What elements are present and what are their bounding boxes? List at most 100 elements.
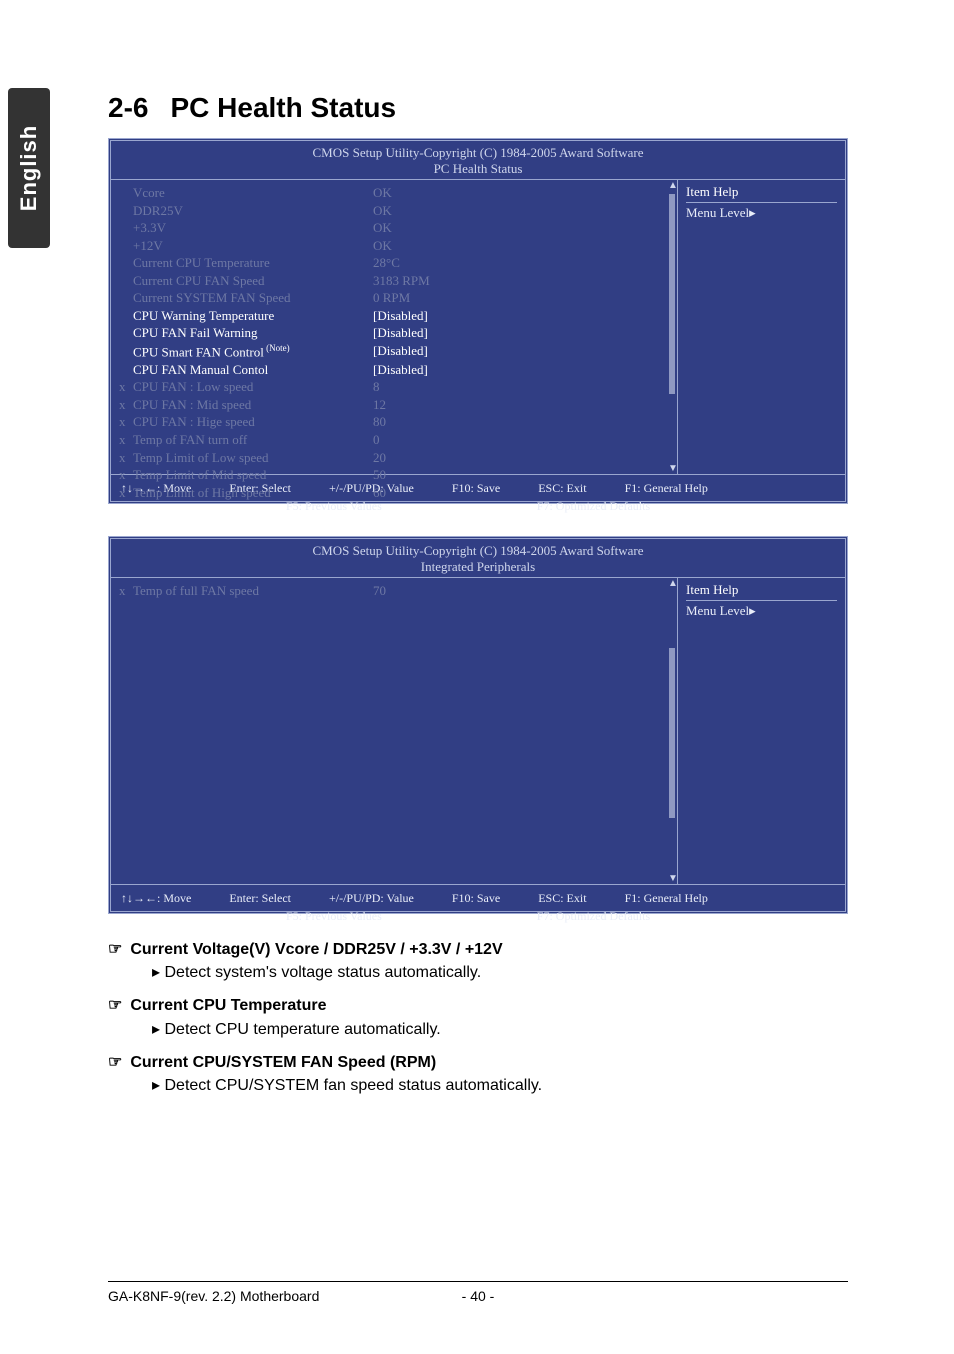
row-value: 70 (373, 582, 386, 600)
row-prefix: x (119, 484, 133, 502)
help-title: Item Help (686, 184, 837, 203)
row-prefix (119, 361, 133, 379)
row-label: CPU FAN Manual Contol (133, 361, 373, 379)
bios-row[interactable]: CPU Warning Temperature[Disabled] (119, 307, 669, 325)
row-value: 3183 RPM (373, 272, 430, 290)
row-label: +12V (133, 237, 373, 255)
bios-main-area-2: xTemp of full FAN speed70 ▲ ▼ (111, 578, 677, 884)
bios-row: DDR25VOK (119, 202, 669, 220)
bios-row: Current SYSTEM FAN Speed0 RPM (119, 289, 669, 307)
description-block: ☞ Current Voltage(V) Vcore / DDR25V / +3.… (108, 938, 848, 1107)
pointer-icon: ☞ (108, 1054, 122, 1071)
row-prefix (119, 237, 133, 255)
scroll-up-icon-2[interactable]: ▲ (668, 578, 678, 589)
bios-header-2: CMOS Setup Utility-Copyright (C) 1984-20… (111, 539, 845, 577)
bios-header-page2: Integrated Peripherals (111, 559, 845, 575)
bios-footer-2: ↑↓→←: Move Enter: Select +/-/PU/PD: Valu… (111, 885, 845, 931)
bios-row: VcoreOK (119, 184, 669, 202)
scroll-down-icon[interactable]: ▼ (668, 463, 678, 474)
footer-help-2: F1: General Help (625, 889, 708, 907)
footer-model: GA-K8NF-9(rev. 2.2) Motherboard (108, 1288, 438, 1304)
bios-row: +12VOK (119, 237, 669, 255)
row-prefix (119, 342, 133, 361)
bios-row: xTemp Limit of Mid speed50 (119, 466, 669, 484)
bios-main-area: VcoreOKDDR25VOK+3.3VOK+12VOKCurrent CPU … (111, 180, 677, 474)
row-prefix: x (119, 413, 133, 431)
footer-move-2: ↑↓→←: Move (121, 889, 191, 907)
row-label: +3.3V (133, 219, 373, 237)
bios-row[interactable]: CPU FAN Fail Warning[Disabled] (119, 324, 669, 342)
bios-help-panel-2: Item Help Menu Level▸ (677, 578, 845, 884)
row-label: CPU Smart FAN Control (Note) (133, 342, 373, 361)
page-footer: GA-K8NF-9(rev. 2.2) Motherboard - 40 - (108, 1281, 848, 1304)
footer-save-2: F10: Save (452, 889, 500, 907)
row-prefix (119, 202, 133, 220)
footer-prev-2: F5: Previous Values (286, 907, 382, 925)
row-value: 12 (373, 396, 386, 414)
menu-level: Menu Level▸ (686, 205, 837, 221)
bios-row[interactable]: CPU Smart FAN Control (Note)[Disabled] (119, 342, 669, 361)
language-tab: English (8, 88, 50, 248)
row-label: CPU FAN Fail Warning (133, 324, 373, 342)
desc-text: Detect CPU/SYSTEM fan speed status autom… (164, 1077, 542, 1094)
row-value: 28°C (373, 254, 400, 272)
section-title: 2-6PC Health Status (108, 92, 396, 124)
row-prefix: x (119, 466, 133, 484)
desc-heading: ☞Current Voltage(V) Vcore / DDR25V / +3.… (108, 938, 848, 961)
row-label: Temp of FAN turn off (133, 431, 373, 449)
row-prefix: x (119, 582, 133, 600)
scroll-thumb[interactable] (669, 194, 675, 394)
row-label: Temp Limit of Mid speed (133, 466, 373, 484)
row-prefix (119, 307, 133, 325)
row-label: Current CPU Temperature (133, 254, 373, 272)
menu-level-2: Menu Level▸ (686, 603, 837, 619)
section-name: PC Health Status (170, 92, 396, 123)
row-value: 0 RPM (373, 289, 410, 307)
scroll-thumb-2[interactable] (669, 648, 675, 818)
arrow-icon: ▸ (152, 964, 164, 981)
bios-row: xTemp Limit of High speed60 (119, 484, 669, 502)
bios-panel-peripherals: CMOS Setup Utility-Copyright (C) 1984-20… (108, 536, 848, 914)
row-label: Current SYSTEM FAN Speed (133, 289, 373, 307)
row-label: Temp Limit of Low speed (133, 449, 373, 467)
bios-row: xCPU FAN : Hige speed80 (119, 413, 669, 431)
bios-header: CMOS Setup Utility-Copyright (C) 1984-20… (111, 141, 845, 179)
desc-title: Current Voltage(V) Vcore / DDR25V / +3.3… (130, 941, 502, 958)
row-label: Current CPU FAN Speed (133, 272, 373, 290)
row-prefix: x (119, 396, 133, 414)
row-prefix: x (119, 378, 133, 396)
row-prefix: x (119, 431, 133, 449)
desc-text: Detect system's voltage status automatic… (164, 964, 481, 981)
row-prefix: x (119, 449, 133, 467)
row-label: Temp of full FAN speed (133, 582, 373, 600)
bios-row: xCPU FAN : Low speed8 (119, 378, 669, 396)
desc-item: ☞Current Voltage(V) Vcore / DDR25V / +3.… (108, 938, 848, 984)
row-value: OK (373, 202, 392, 220)
desc-body: ▸ Detect CPU/SYSTEM fan speed status aut… (152, 1074, 848, 1097)
row-value: [Disabled] (373, 307, 428, 325)
row-value: 60 (373, 484, 386, 502)
bios-header-page1: PC Health Status (111, 161, 845, 177)
row-prefix (119, 289, 133, 307)
scroll-up-icon[interactable]: ▲ (668, 180, 678, 191)
row-prefix (119, 219, 133, 237)
row-label: Vcore (133, 184, 373, 202)
scroll-down-icon-2[interactable]: ▼ (668, 873, 678, 884)
pointer-icon: ☞ (108, 997, 122, 1014)
row-label: CPU FAN : Mid speed (133, 396, 373, 414)
bios-row: Current CPU FAN Speed3183 RPM (119, 272, 669, 290)
row-value: 8 (373, 378, 380, 396)
scrollbar[interactable]: ▲ ▼ (667, 180, 677, 474)
bios-header2-line1: CMOS Setup Utility-Copyright (C) 1984-20… (312, 543, 643, 558)
desc-item: ☞Current CPU Temperature▸ Detect CPU tem… (108, 994, 848, 1040)
scrollbar-2[interactable]: ▲ ▼ (667, 578, 677, 884)
row-value: 50 (373, 466, 386, 484)
bios-row[interactable]: CPU FAN Manual Contol[Disabled] (119, 361, 669, 379)
row-value: [Disabled] (373, 361, 428, 379)
bios-row: xTemp Limit of Low speed20 (119, 449, 669, 467)
language-tab-label: English (16, 125, 42, 211)
footer-value-2: +/-/PU/PD: Value (329, 889, 414, 907)
footer-exit-2: ESC: Exit (538, 889, 586, 907)
row-label: CPU FAN : Hige speed (133, 413, 373, 431)
row-prefix (119, 324, 133, 342)
